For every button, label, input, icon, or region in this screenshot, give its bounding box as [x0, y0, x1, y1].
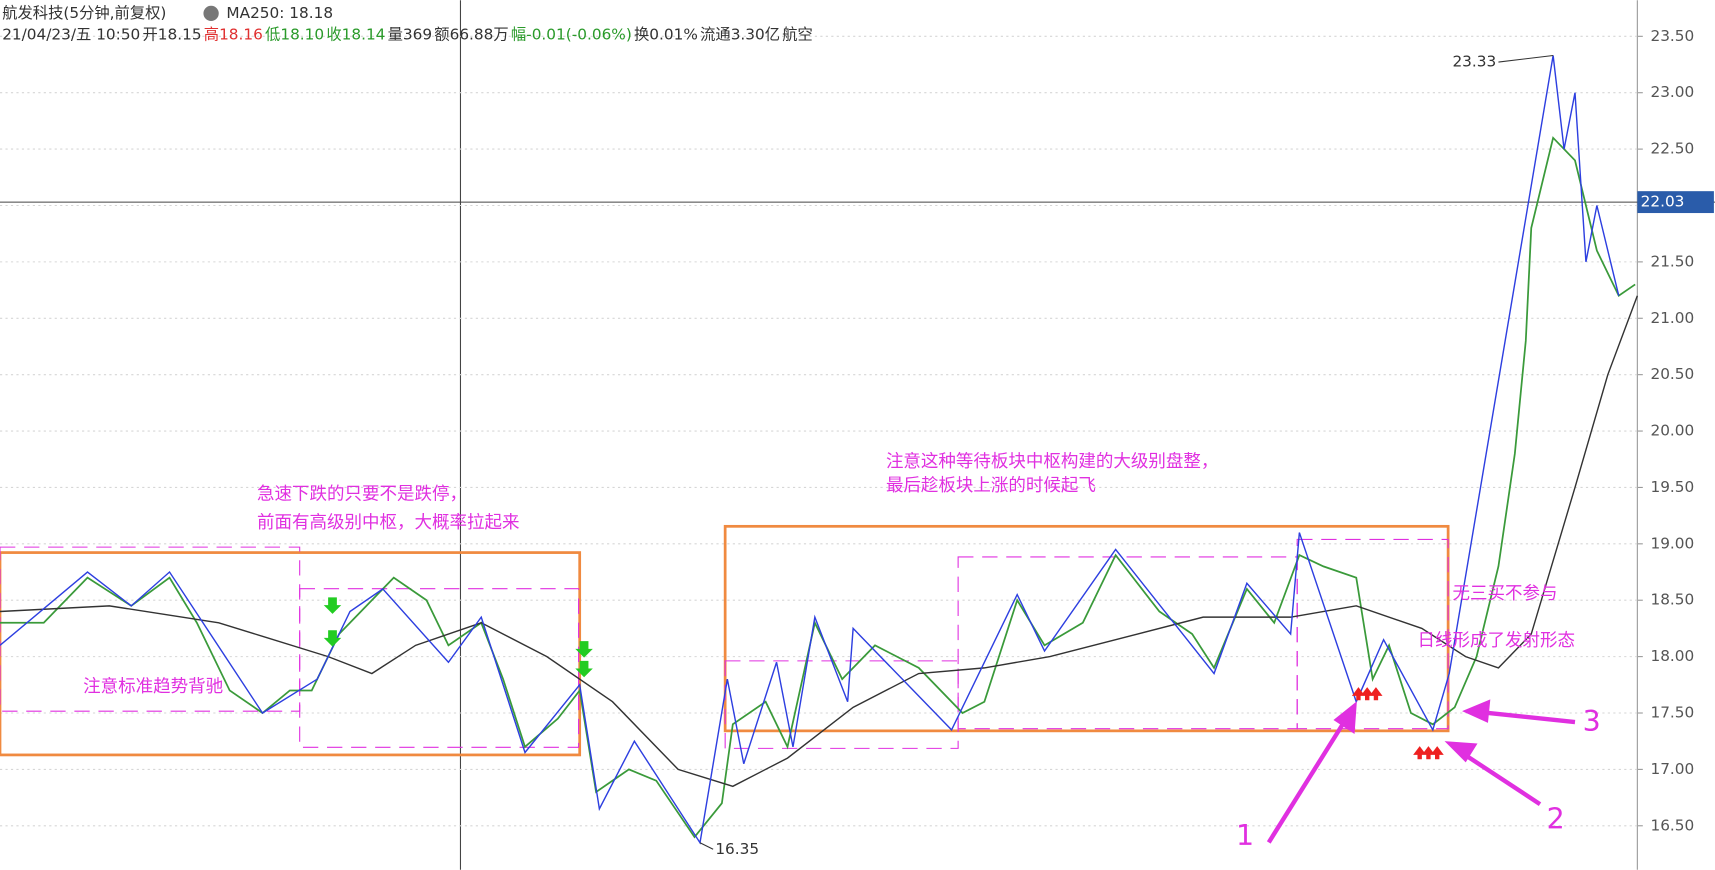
down-arrow	[323, 630, 342, 647]
annotation: 急速下跌的只要不是跌停，	[257, 485, 467, 505]
y-tick-label: 23.00	[1650, 83, 1694, 101]
pointer-arrow-head	[1444, 741, 1478, 763]
y-tick-label: 17.00	[1650, 760, 1694, 778]
low-label: 16.35	[715, 840, 759, 858]
info-item: 换0.01%	[634, 26, 698, 44]
annotation-number: 2	[1547, 803, 1565, 836]
settings-icon[interactable]	[203, 5, 219, 22]
info-item: 高18.16	[204, 26, 263, 44]
y-tick-label: 23.50	[1650, 27, 1694, 45]
down-arrow	[575, 641, 593, 658]
series-line	[0, 55, 1620, 845]
info-item: 幅-0.01(-0.06%)	[511, 26, 632, 44]
info-item: 额66.88万	[434, 26, 508, 44]
pointer-arrow	[1481, 710, 1576, 725]
up-arrow	[1413, 746, 1444, 760]
down-arrow	[575, 660, 593, 678]
info-item: 21/04/23/五 10:50	[2, 26, 140, 44]
annotation-boxes	[0, 524, 1450, 757]
y-tick-label: 18.50	[1650, 591, 1694, 609]
dashed-box	[0, 546, 301, 712]
info-item: 低18.10	[265, 26, 324, 44]
y-tick-label: 20.00	[1650, 422, 1694, 440]
down-arrow	[323, 597, 342, 614]
signal-arrows	[323, 597, 1444, 760]
y-tick-label: 20.50	[1650, 365, 1694, 383]
pointer-arrow	[1458, 749, 1542, 806]
y-tick-label: 18.00	[1650, 647, 1694, 665]
dashed-box	[1296, 538, 1449, 730]
price-tag-bg	[1637, 191, 1714, 214]
y-tick-label: 19.50	[1650, 478, 1694, 496]
indicator-label: MA250: 18.18	[226, 4, 333, 22]
annotation-number: 3	[1583, 705, 1601, 738]
annotation-number: 1	[1236, 819, 1254, 852]
y-tick-label: 22.50	[1650, 140, 1694, 158]
dashed-box	[299, 588, 580, 748]
pointer-arrows	[1266, 699, 1576, 844]
pointer-arrow	[1266, 715, 1350, 844]
info-row: 21/04/23/五 10:50 开18.15 高18.16 低18.10 收18.14…	[2, 26, 813, 44]
annotation: 前面有高级别中枢，大概率拉起来	[257, 513, 520, 533]
annotation: 无三买不参与	[1453, 584, 1558, 604]
y-tick-label: 21.50	[1650, 252, 1694, 270]
y-tick-label: 19.00	[1650, 534, 1694, 552]
up-arrow	[1351, 687, 1383, 701]
info-item: 量369	[388, 26, 432, 44]
pointer-arrow-head	[1333, 701, 1357, 735]
annotation: 注意标准趋势背驰	[83, 677, 223, 697]
high-label: 23.33	[1452, 53, 1496, 71]
series-line	[0, 295, 1639, 788]
info-item: 航空	[782, 26, 813, 44]
info-item: 流通3.30亿	[700, 26, 780, 44]
dashed-box	[957, 556, 1298, 730]
info-item: 收18.14	[326, 26, 385, 44]
plot	[0, 55, 1639, 845]
price-tag: 22.03	[1641, 193, 1685, 211]
annotation: 注意这种等待板块中枢构建的大级别盘整，	[886, 452, 1219, 472]
orange-box	[0, 551, 582, 757]
low-leader	[699, 842, 714, 850]
pointer-arrow-head	[1462, 699, 1491, 723]
y-tick-label: 21.00	[1650, 309, 1694, 327]
info-item: 开18.15	[142, 26, 201, 44]
annotation: 日线形成了发射形态	[1418, 631, 1576, 651]
y-tick-label: 17.50	[1650, 704, 1694, 722]
chart-title: 航发科技(5分钟,前复权)	[2, 4, 166, 22]
annotation: 最后趁板块上涨的时候起飞	[886, 476, 1096, 496]
high-leader	[1498, 54, 1554, 63]
orange-box	[723, 524, 1450, 733]
y-tick-label: 16.50	[1650, 816, 1694, 834]
